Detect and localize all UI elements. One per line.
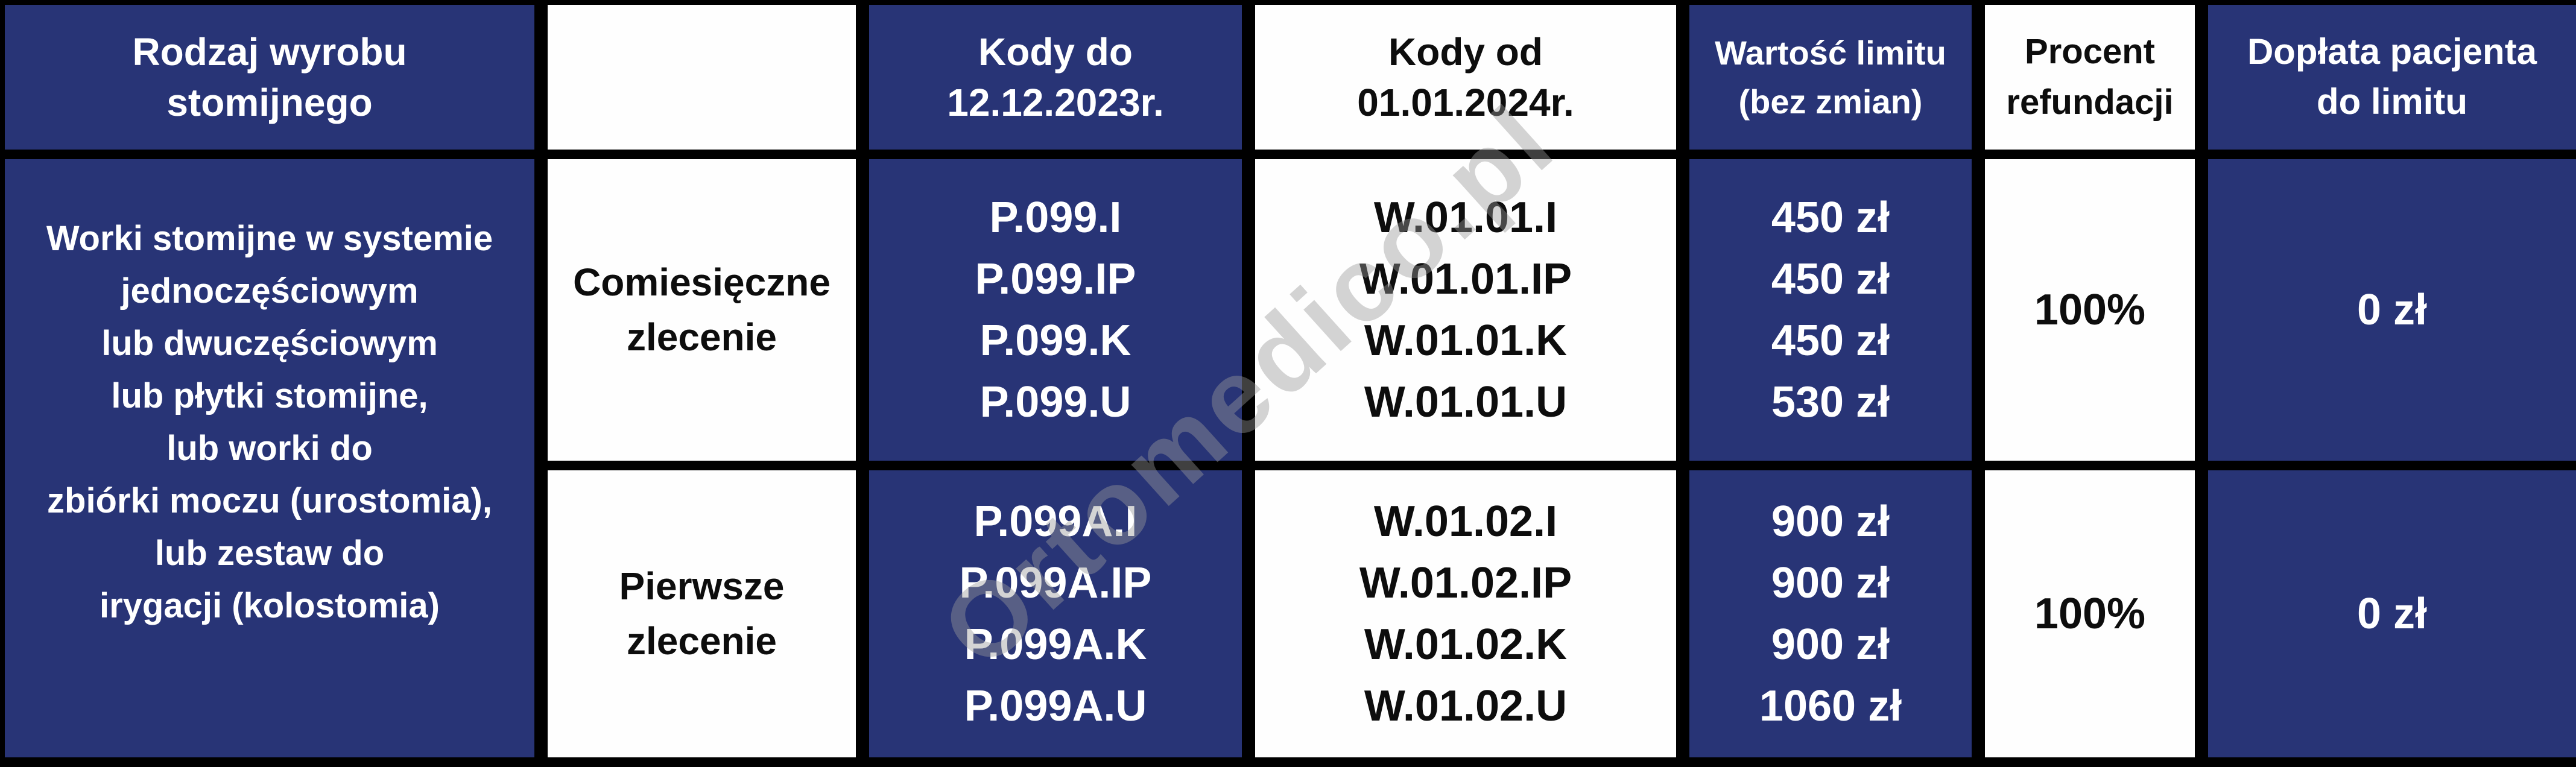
header-limit-value: Wartość limitu (bez zmian) (1689, 5, 1972, 150)
product-category-cell: Worki stomijne w systemie jednoczęściowy… (5, 159, 534, 757)
row1-limit-values: 450 zł 450 zł 450 zł 530 zł (1689, 159, 1972, 461)
row2-order-type: Pierwsze zlecenie (548, 470, 856, 757)
header-product-type: Rodzaj wyrobu stomijnego (5, 5, 534, 150)
header-empty-cell (548, 5, 856, 150)
row2-limit-values: 900 zł 900 zł 900 zł 1060 zł (1689, 470, 1972, 757)
header-patient-copay: Dopłata pacjenta do limitu (2208, 5, 2576, 150)
header-codes-until: Kody do 12.12.2023r. (869, 5, 1242, 150)
header-refund-percent: Procent refundacji (1985, 5, 2195, 150)
row2-refund-percent: 100% (1985, 470, 2195, 757)
row1-codes-old: P.099.I P.099.IP P.099.K P.099.U (869, 159, 1242, 461)
row2-codes-new: W.01.02.I W.01.02.IP W.01.02.K W.01.02.U (1255, 470, 1676, 757)
row2-codes-old: P.099A.I P.099A.IP P.099A.K P.099A.U (869, 470, 1242, 757)
header-codes-from: Kody od 01.01.2024r. (1255, 5, 1676, 150)
row1-refund-percent: 100% (1985, 159, 2195, 461)
row2-patient-copay: 0 zł (2208, 470, 2576, 757)
row1-order-type: Comiesięczne zlecenie (548, 159, 856, 461)
row1-patient-copay: 0 zł (2208, 159, 2576, 461)
row1-codes-new: W.01.01.I W.01.01.IP W.01.01.K W.01.01.U (1255, 159, 1676, 461)
